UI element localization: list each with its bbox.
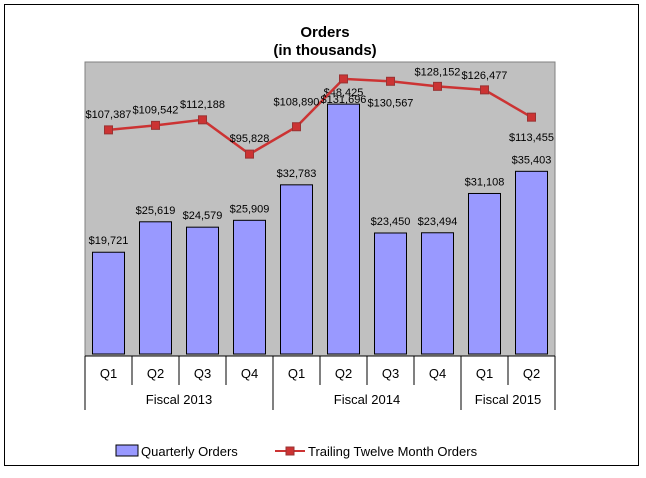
bar-5 xyxy=(280,184,313,355)
category-label-8: Q4 xyxy=(429,366,446,381)
line-label-10: $113,455 xyxy=(509,132,554,144)
line-label-3: $112,188 xyxy=(180,99,225,111)
category-axis: Q1 Q2 Q3 Q4 Q1 Q2 Q3 Q4 Q1 Q2 Fiscal 2013 Fiscal 20… xyxy=(84,355,556,410)
category-label-4: Q4 xyxy=(241,366,258,381)
bar-series xyxy=(92,103,548,355)
bar-1 xyxy=(92,251,125,355)
bar-data-labels: $19,721$25,619 $24,579$25,909$32,783$48,4… xyxy=(89,87,552,247)
legend-marker-trailing-twelve-month-orders xyxy=(285,446,295,456)
line-marker-4 xyxy=(245,149,254,159)
group-label-2: Fiscal 2014 xyxy=(334,392,400,407)
line-label-6: $131,696 xyxy=(321,94,367,106)
bar-2 xyxy=(139,221,172,355)
bar-label-1: $19,721 xyxy=(89,235,129,247)
bar-8 xyxy=(421,232,454,355)
bar-label-4: $25,909 xyxy=(230,203,270,215)
trailing-line xyxy=(108,77,533,156)
line-label-2: $109,542 xyxy=(133,104,179,116)
category-label-2: Q2 xyxy=(147,366,164,381)
line-label-9: $126,477 xyxy=(462,70,508,82)
line-marker-5 xyxy=(292,122,301,132)
category-label-6: Q2 xyxy=(335,366,352,381)
line-marker-2 xyxy=(151,120,160,130)
bar-label-10: $35,403 xyxy=(512,154,552,166)
line-label-1: $107,387 xyxy=(86,109,132,121)
line-label-7: $130,567 xyxy=(368,97,414,109)
bar-label-3: $24,579 xyxy=(183,210,223,222)
chart-subtitle: (in thousands) xyxy=(273,42,376,59)
line-marker-6 xyxy=(339,74,348,84)
line-label-5: $108,890 xyxy=(274,97,320,109)
line-label-8: $128,152 xyxy=(415,66,461,78)
bar-3 xyxy=(186,226,219,355)
group-label-1: Fiscal 2013 xyxy=(146,392,212,407)
category-label-9: Q1 xyxy=(476,366,493,381)
bar-6 xyxy=(327,103,360,355)
bar-10 xyxy=(515,170,548,355)
bar-label-5: $32,783 xyxy=(277,168,317,180)
line-data-labels: $107,387 $109,542 $112,188$95,828$108,890 $… xyxy=(86,66,554,145)
category-label-7: Q3 xyxy=(382,366,399,381)
bar-label-7: $23,450 xyxy=(371,216,411,228)
group-label-3: Fiscal 2015 xyxy=(475,392,541,407)
chart-title: Orders xyxy=(300,24,349,41)
line-marker-9 xyxy=(480,85,489,95)
legend: Quarterly Orders Trailing Twelve Month O… xyxy=(115,444,478,459)
bar-label-2: $25,619 xyxy=(136,205,176,217)
category-label-3: Q3 xyxy=(194,366,211,381)
legend-label-quarterly-orders: Quarterly Orders xyxy=(141,444,238,459)
line-marker-10 xyxy=(527,112,536,122)
line-marker-3 xyxy=(198,115,207,125)
line-label-4: $95,828 xyxy=(230,133,270,145)
bar-label-8: $23,494 xyxy=(418,216,458,228)
legend-label-trailing-twelve-month-orders: Trailing Twelve Month Orders xyxy=(308,444,478,459)
category-label-10: Q2 xyxy=(523,366,540,381)
bar-9 xyxy=(468,192,501,355)
bar-7 xyxy=(374,232,407,355)
line-marker-8 xyxy=(433,81,442,91)
category-label-1: Q1 xyxy=(100,366,117,381)
bar-4 xyxy=(233,219,266,355)
line-marker-1 xyxy=(104,125,113,135)
legend-swatch-quarterly-orders xyxy=(115,444,139,457)
line-marker-7 xyxy=(386,76,395,86)
category-label-5: Q1 xyxy=(288,366,305,381)
line-series xyxy=(104,74,536,159)
bar-label-9: $31,108 xyxy=(465,176,505,188)
